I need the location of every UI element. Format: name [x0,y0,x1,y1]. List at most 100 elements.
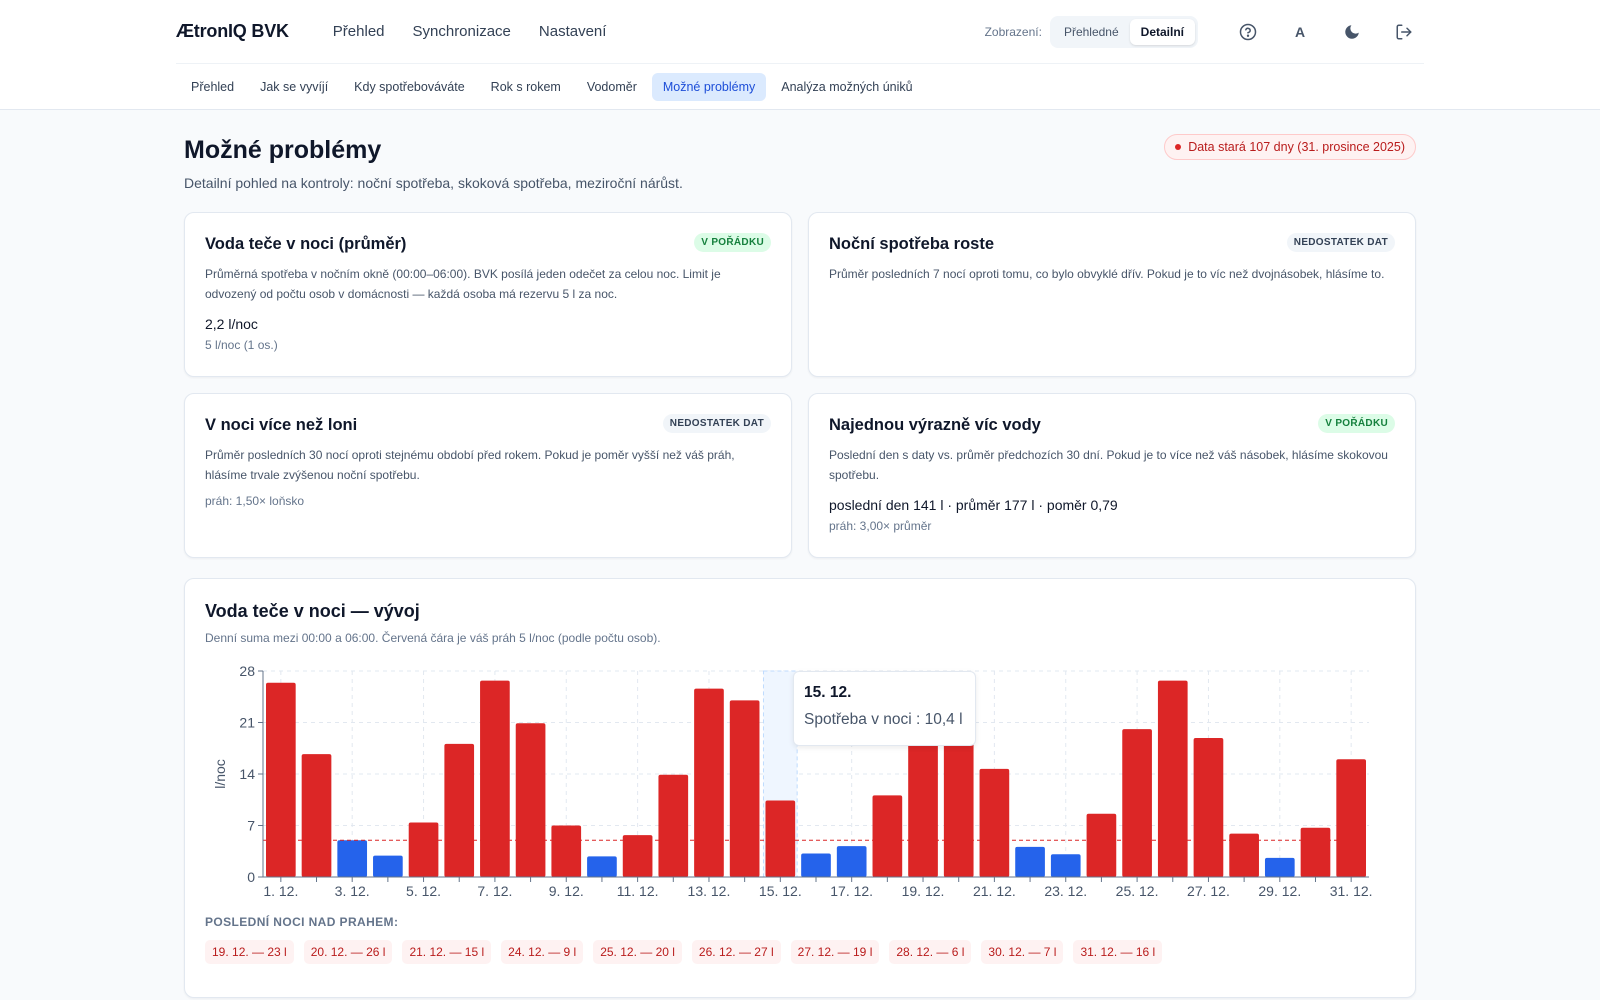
bar-9-12[interactable] [551,825,582,878]
view-mode-toggle: Přehledné Detailní [1049,15,1198,48]
x-tick-label: 1. 12. [263,883,298,899]
bar-16-12[interactable] [801,853,831,877]
bar-3-12[interactable] [337,840,368,877]
bar-14-12[interactable] [729,700,760,877]
status-badge: V POŘÁDKU [694,233,771,252]
status-badge: NEDOSTATEK DAT [662,414,771,433]
x-tick-label: 25. 12. [1116,883,1159,899]
tab-jak-se-vyviji[interactable]: Jak se vyvíjí [260,79,329,94]
bar-7-12[interactable] [480,680,510,877]
stale-data-text: Data stará 107 dny (31. prosince 2025) [1188,140,1405,154]
bar-10-12[interactable] [587,856,617,877]
view-mode-label: Zobrazení: [984,24,1042,39]
logout-icon[interactable] [1384,14,1424,50]
x-tick-label: 7. 12. [477,883,512,899]
font-size-button[interactable]: A [1280,14,1320,50]
above-threshold-chip: 21. 12. — 15 l [402,940,492,964]
brand-logo[interactable]: ÆtronIQ BVK [176,21,289,41]
x-tick-label: 19. 12. [902,883,945,899]
tab-rok-s-rokem[interactable]: Rok s rokem [490,79,561,94]
above-threshold-chip: 30. 12. — 7 l [981,940,1064,964]
bar-28-12[interactable] [1229,833,1259,877]
check-card-night-flow: Voda teče v noci (průměr) V POŘÁDKU Prům… [184,212,792,377]
bar-6-12[interactable] [444,743,475,877]
bar-2-12[interactable] [301,754,332,877]
check-card-year-over-year: V noci více než loni NEDOSTATEK DAT Prům… [184,393,792,558]
tooltip-value: Spotřeba v noci : 10,4 l [804,711,963,728]
bar-27-12[interactable] [1193,737,1224,877]
y-tick-label: 7 [247,818,255,834]
tab-prehled[interactable]: Přehled [191,79,235,94]
bar-29-12[interactable] [1264,857,1295,877]
check-card-night-rising: Noční spotřeba roste NEDOSTATEK DAT Prům… [808,212,1416,377]
x-tick-label: 23. 12. [1044,883,1087,899]
bar-24-12[interactable] [1086,813,1117,877]
above-threshold-chip: 26. 12. — 27 l [691,940,781,964]
stale-data-badge: Data stará 107 dny (31. prosince 2025) [1164,134,1416,160]
x-tick-label: 5. 12. [406,883,441,899]
x-tick-label: 29. 12. [1258,883,1301,899]
bar-31-12[interactable] [1336,759,1366,877]
main-nav: Přehled Synchronizace Nastavení [333,23,607,40]
above-threshold-chip: 28. 12. — 6 l [889,940,972,964]
tab-analyza-uniku[interactable]: Analýza možných úniků [781,79,913,94]
bar-15-12[interactable] [765,800,796,877]
main-content: Možné problémy Detailní pohled na kontro… [184,110,1416,998]
card-description: Průměrná spotřeba v nočním okně (00:00–0… [205,267,721,301]
night-flow-bar-chart[interactable]: 0 7 14 21 28 1. 12. 3. 12. 5. 12. 7. 12. 9. 12. 11… [203,657,1383,905]
above-threshold-chip: 25. 12. — 20 l [593,940,682,964]
x-tick-label: 31. 12. [1330,883,1373,899]
card-value: poslední den 141 l · průměr 177 l · pomě… [829,497,1118,513]
night-flow-chart-card: Voda teče v noci — vývoj Denní suma mezi… [184,578,1416,998]
bar-13-12[interactable] [694,688,724,877]
nav-item-nastaveni[interactable]: Nastavení [538,23,607,40]
bar-11-12[interactable] [622,835,653,877]
x-tick-label: 17. 12. [830,883,873,899]
bar-1-12[interactable] [266,682,296,877]
bar-19-12[interactable] [908,707,938,877]
font-size-icon: A [1294,23,1306,40]
tab-vodomer[interactable]: Vodoměr [586,79,637,94]
dark-mode-icon[interactable] [1332,14,1372,50]
card-title: Najednou výrazně víc vody [829,416,1041,434]
bar-25-12[interactable] [1122,729,1152,877]
nav-item-synchronizace[interactable]: Synchronizace [412,23,511,40]
bar-5-12[interactable] [408,822,439,877]
bar-8-12[interactable] [515,723,546,877]
page-subtitle: Detailní pohled na kontroly: noční spotř… [184,175,683,191]
top-bar: ÆtronIQ BVK Přehled Synchronizace Nastav… [0,0,1600,110]
bar-17-12[interactable] [836,846,867,877]
bar-30-12[interactable] [1300,827,1331,877]
nav-item-prehled[interactable]: Přehled [332,23,385,40]
x-tick-label: 3. 12. [335,883,370,899]
tab-mozne-problemy[interactable]: Možné problémy [651,72,767,101]
check-card-spike: Najednou výrazně víc vody V POŘÁDKU Posl… [808,393,1416,558]
x-tick-label: 15. 12. [759,883,802,899]
bar-22-12[interactable] [1015,846,1045,877]
x-tick-label: 9. 12. [549,883,584,899]
card-limit: 5 l/noc (1 os.) [205,338,278,352]
view-mode-overview[interactable]: Přehledné [1063,24,1119,39]
above-threshold-chip: 24. 12. — 9 l [501,940,584,964]
bar-18-12[interactable] [872,795,903,877]
card-threshold: práh: 1,50× loňsko [205,494,305,508]
y-axis-label: l/noc [212,759,228,789]
x-tick-label: 27. 12. [1187,883,1230,899]
bar-23-12[interactable] [1050,854,1081,877]
chart-tooltip: 15. 12. Spotřeba v noci : 10,4 l [793,671,976,746]
bar-26-12[interactable] [1157,680,1188,877]
card-title: Voda teče v noci (průměr) [205,235,407,253]
bar-12-12[interactable] [658,774,689,877]
help-icon[interactable] [1228,14,1268,50]
status-badge: NEDOSTATEK DAT [1286,233,1395,252]
chart-description: Denní suma mezi 00:00 a 06:00. Červená č… [205,631,661,645]
tab-kdy-spotrebovavate[interactable]: Kdy spotřebováváte [354,79,465,94]
x-tick-label: 13. 12. [688,883,731,899]
card-title: Noční spotřeba roste [829,235,995,253]
view-mode-detailed[interactable]: Detailní [1129,18,1195,45]
bar-21-12[interactable] [979,768,1010,877]
bar-4-12[interactable] [373,855,403,877]
above-threshold-list: 19. 12. — 23 l 20. 12. — 26 l 21. 12. — … [205,940,1395,964]
page-title: Možné problémy [184,136,382,164]
tooltip-date: 15. 12. [804,684,852,701]
